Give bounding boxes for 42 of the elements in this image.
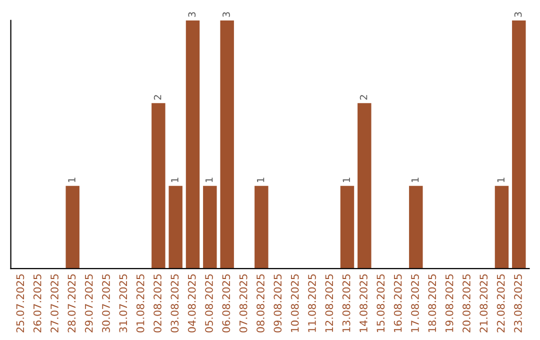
x-tick-label: 12.08.2025	[325, 274, 334, 332]
x-tick-label: 02.08.2025	[154, 274, 162, 332]
data-label: 1	[412, 178, 419, 182]
x-tick-label: 04.08.2025	[188, 274, 196, 332]
x-tick-label: 07.08.2025	[239, 274, 248, 332]
x-tick-label: 14.08.2025	[360, 274, 368, 332]
data-label: 1	[206, 178, 213, 182]
x-tick-label: 29.07.2025	[84, 274, 93, 332]
data-label: 1	[257, 178, 264, 182]
data-label: 2	[360, 95, 368, 100]
data-label: 3	[188, 12, 196, 17]
x-tick-label: 18.08.2025	[428, 274, 436, 332]
x-tick-label: 17.08.2025	[411, 274, 419, 332]
x-tick-label: 22.08.2025	[496, 274, 505, 332]
x-tick-label: 20.08.2025	[462, 274, 470, 332]
x-tick-label: 15.08.2025	[376, 274, 385, 332]
x-tick-label: 26.07.2025	[33, 274, 42, 332]
x-tick-label: 30.07.2025	[102, 274, 110, 332]
x-tick-label: 01.08.2025	[136, 274, 144, 332]
x-tick-label: 08.08.2025	[256, 274, 264, 332]
x-tick-label: 27.07.2025	[50, 274, 58, 332]
x-tick-label: 05.08.2025	[205, 274, 213, 332]
x-tick-label: 23.08.2025	[514, 274, 522, 332]
data-label: 3	[222, 12, 230, 17]
x-tick-label: 09.08.2025	[274, 274, 282, 332]
x-tick-label: 21.08.2025	[480, 274, 488, 332]
data-label: 1	[171, 178, 178, 182]
x-tick-label: 28.07.2025	[68, 274, 76, 332]
x-tick-label: 10.08.2025	[290, 274, 299, 332]
x-tick-label: 19.08.2025	[445, 274, 454, 332]
data-label: 2	[154, 95, 162, 100]
x-tick-label: 03.08.2025	[170, 274, 179, 332]
x-tick-label: 16.08.2025	[394, 274, 402, 332]
data-label: 1	[497, 178, 504, 182]
data-label: 3	[514, 12, 522, 17]
x-tick-label: 25.07.2025	[16, 274, 24, 332]
x-tick-label: 31.07.2025	[119, 274, 128, 332]
x-tick-label: 06.08.2025	[222, 274, 230, 332]
data-label: 1	[68, 178, 76, 182]
x-tick-label: 13.08.2025	[342, 274, 350, 332]
x-tick-label: 11.08.2025	[308, 274, 316, 332]
data-label: 1	[342, 178, 350, 182]
